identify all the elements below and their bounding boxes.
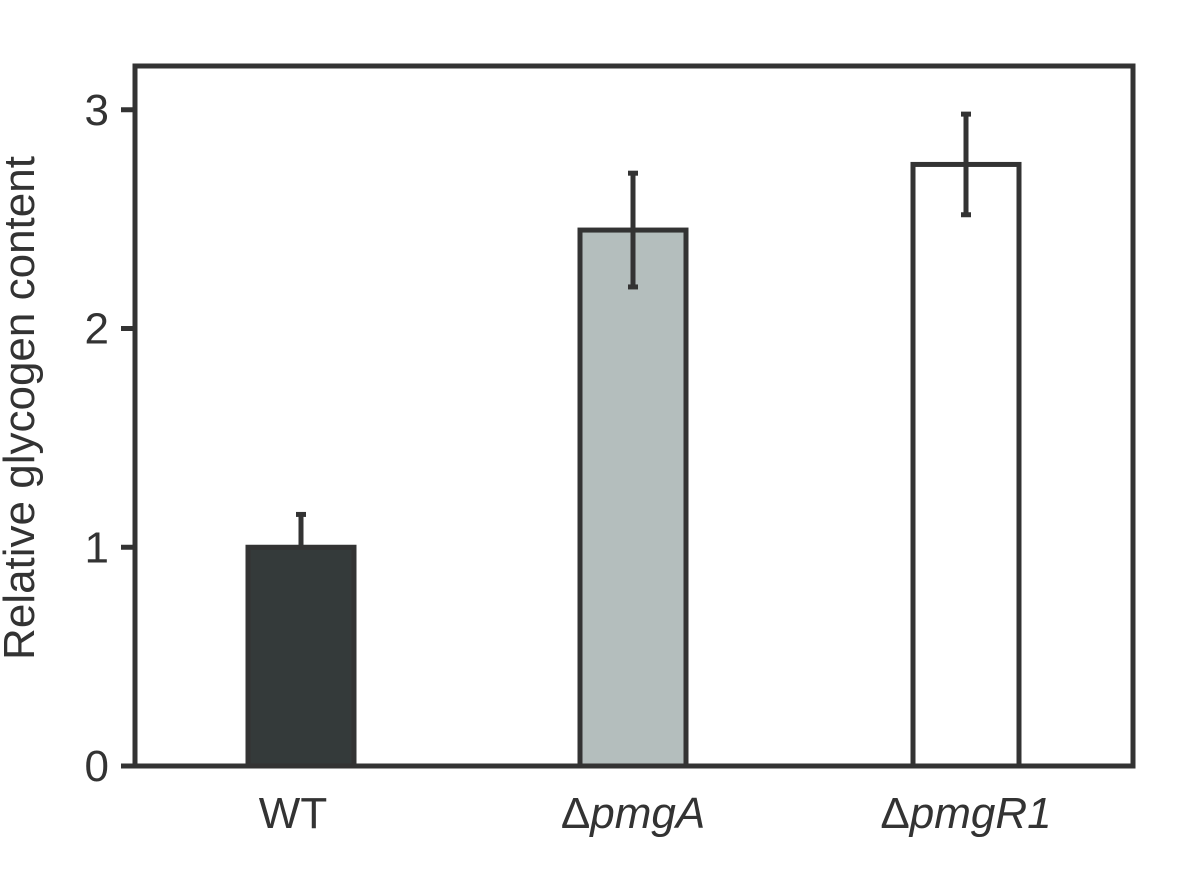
y-axis-label: Relative glycogen content — [0, 156, 44, 660]
y-tick-label: 3 — [85, 86, 109, 135]
bar-pmga — [577, 227, 689, 769]
bar-wt — [245, 544, 357, 769]
x-tick-label: WT — [259, 789, 327, 838]
y-tick-label: 0 — [85, 742, 109, 791]
x-tick-label: ΔpmgA — [561, 789, 705, 838]
bar-pmgr1 — [910, 161, 1022, 769]
x-tick-label: ΔpmgR1 — [880, 789, 1051, 838]
y-tick-label: 2 — [85, 305, 109, 354]
y-tick-label: 1 — [85, 523, 109, 572]
plot-frame — [132, 63, 1136, 769]
